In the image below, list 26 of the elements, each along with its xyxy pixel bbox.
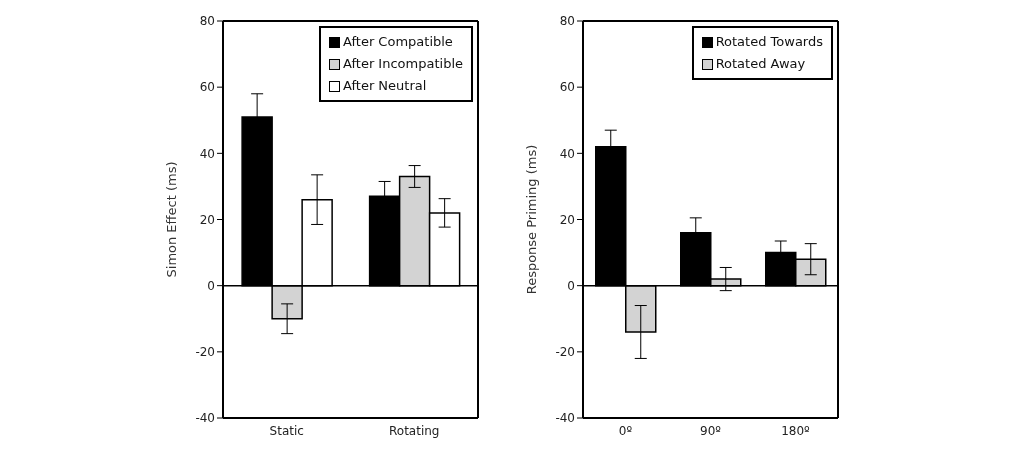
- y-tick-label: -40: [195, 411, 215, 426]
- y-tick-label: 20: [559, 212, 575, 227]
- y-tick-label: 0: [567, 278, 575, 293]
- y-tick-label: 80: [199, 14, 215, 29]
- x-tick-label: 180º: [781, 423, 811, 438]
- legend-label: After Compatible: [343, 33, 453, 51]
- y-tick-label: -20: [195, 345, 215, 360]
- y-axis-title: Simon Effect (ms): [163, 161, 179, 278]
- y-tick-label: 60: [559, 80, 575, 95]
- legend-label: After Neutral: [343, 77, 427, 95]
- x-tick-label: Rotating: [389, 423, 440, 438]
- y-tick-label: 20: [199, 212, 215, 227]
- legend-label: After Incompatible: [343, 55, 463, 73]
- x-tick-label: 90º: [700, 423, 722, 438]
- y-tick-label: 60: [199, 80, 215, 95]
- x-tick-label: 0º: [618, 423, 633, 438]
- legend-label: Rotated Towards: [715, 33, 823, 51]
- y-axis-title: Response Priming (ms): [523, 144, 539, 295]
- y-tick-label: 40: [559, 146, 575, 161]
- y-tick-label: -40: [555, 411, 575, 426]
- y-tick-label: -20: [555, 345, 575, 360]
- x-tick-label: Static: [269, 423, 304, 438]
- legend-label: Rotated Away: [715, 55, 806, 73]
- y-tick-label: 40: [199, 146, 215, 161]
- y-tick-label: 0: [207, 278, 215, 293]
- y-tick-label: 80: [559, 14, 575, 29]
